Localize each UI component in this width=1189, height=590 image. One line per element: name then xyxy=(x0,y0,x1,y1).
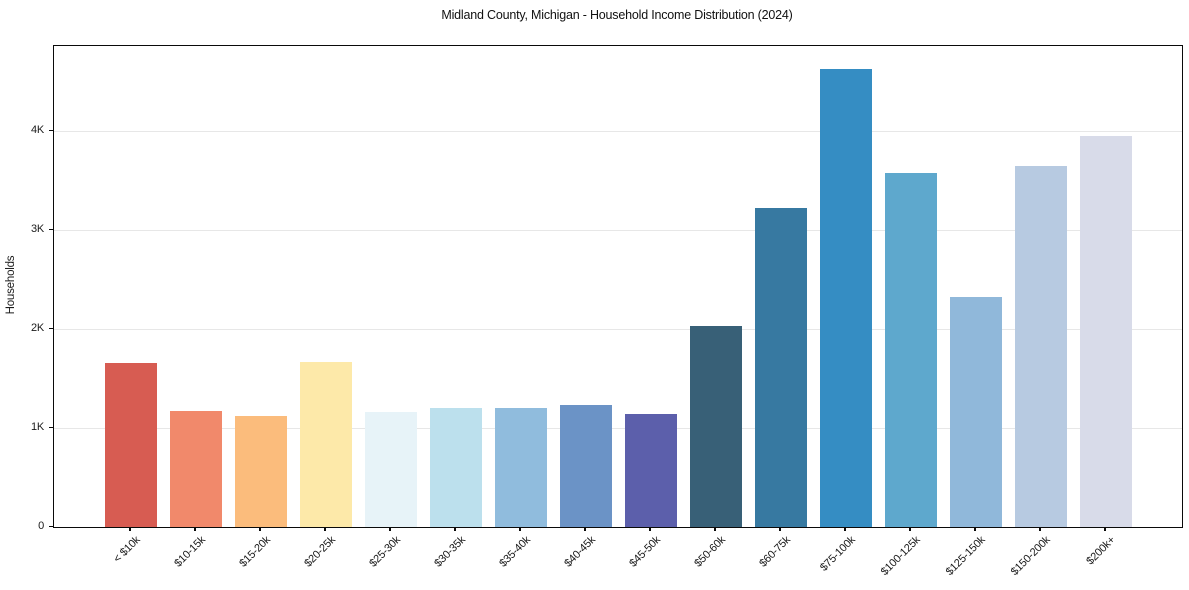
bar-60-75k xyxy=(755,208,807,527)
x-tick-label-60-75k: $60-75k xyxy=(756,534,793,570)
bar-50-60k xyxy=(690,326,742,527)
y-tick-mark xyxy=(49,129,53,131)
x-tick-mark xyxy=(519,527,521,531)
x-tick-mark xyxy=(1039,527,1041,531)
x-tick-mark xyxy=(389,527,391,531)
gridline-1k xyxy=(54,428,1182,429)
bar-30-35k xyxy=(430,408,482,527)
x-tick-mark xyxy=(584,527,586,531)
y-tick-label-3k: 3K xyxy=(30,222,44,235)
x-tick-label-35-40k: $35-40k xyxy=(496,534,533,570)
bar-100-125k xyxy=(885,173,937,527)
x-tick-mark xyxy=(129,527,131,531)
bar-75-100k xyxy=(820,68,872,527)
gridline-4k xyxy=(54,131,1182,133)
gridline-3k xyxy=(54,230,1182,232)
x-tick-label-20-25k: $20-25k xyxy=(301,534,338,570)
bar-200k xyxy=(1080,136,1132,527)
x-tick-mark xyxy=(779,527,781,531)
x-tick-label-10-15k: $10-15k xyxy=(171,534,208,570)
y-tick-label-0: 0 xyxy=(38,519,44,532)
y-tick-label-1k: 1K xyxy=(30,420,44,433)
bar-10k xyxy=(105,363,157,527)
x-tick-mark xyxy=(649,527,651,531)
bar-40-45k xyxy=(560,405,612,527)
x-tick-label-125-150k: $125-150k xyxy=(943,534,988,578)
x-tick-mark xyxy=(259,527,261,531)
y-tick-label-4k: 4K xyxy=(30,123,44,136)
x-tick-mark xyxy=(454,527,456,531)
y-tick-mark xyxy=(49,426,53,428)
x-tick-mark xyxy=(1104,527,1106,531)
x-tick-label-200k: $200k+ xyxy=(1084,534,1118,568)
bar-150-200k xyxy=(1015,166,1067,527)
y-tick-label-2k: 2K xyxy=(30,321,44,334)
y-tick-mark xyxy=(49,525,53,527)
x-tick-label-40-45k: $40-45k xyxy=(561,534,598,570)
x-tick-label-75-100k: $75-100k xyxy=(817,534,858,574)
x-tick-mark xyxy=(974,527,976,531)
y-tick-mark xyxy=(49,228,53,230)
x-tick-mark xyxy=(194,527,196,531)
bar-10-15k xyxy=(170,411,222,527)
x-tick-label-100-125k: $100-125k xyxy=(878,534,923,578)
x-tick-label-150-200k: $150-200k xyxy=(1008,534,1053,578)
x-tick-label-10k: < $10k xyxy=(111,534,143,566)
x-tick-label-45-50k: $45-50k xyxy=(626,534,663,570)
bar-35-40k xyxy=(495,408,547,527)
x-tick-mark xyxy=(714,527,716,531)
bar-25-30k xyxy=(365,412,417,527)
plot-area xyxy=(53,45,1183,528)
x-tick-label-25-30k: $25-30k xyxy=(366,534,403,570)
y-tick-mark xyxy=(49,327,53,329)
bar-45-50k xyxy=(625,413,677,527)
bar-125-150k xyxy=(950,296,1002,527)
x-tick-mark xyxy=(909,527,911,531)
x-tick-label-50-60k: $50-60k xyxy=(691,534,728,570)
x-tick-mark xyxy=(844,527,846,531)
x-tick-label-30-35k: $30-35k xyxy=(431,534,468,570)
bar-15-20k xyxy=(235,416,287,527)
gridline-2k xyxy=(54,329,1182,331)
x-tick-label-15-20k: $15-20k xyxy=(236,534,273,570)
chart-title: Midland County, Michigan - Household Inc… xyxy=(441,8,793,22)
bar-20-25k xyxy=(300,362,352,527)
x-tick-mark xyxy=(324,527,326,531)
